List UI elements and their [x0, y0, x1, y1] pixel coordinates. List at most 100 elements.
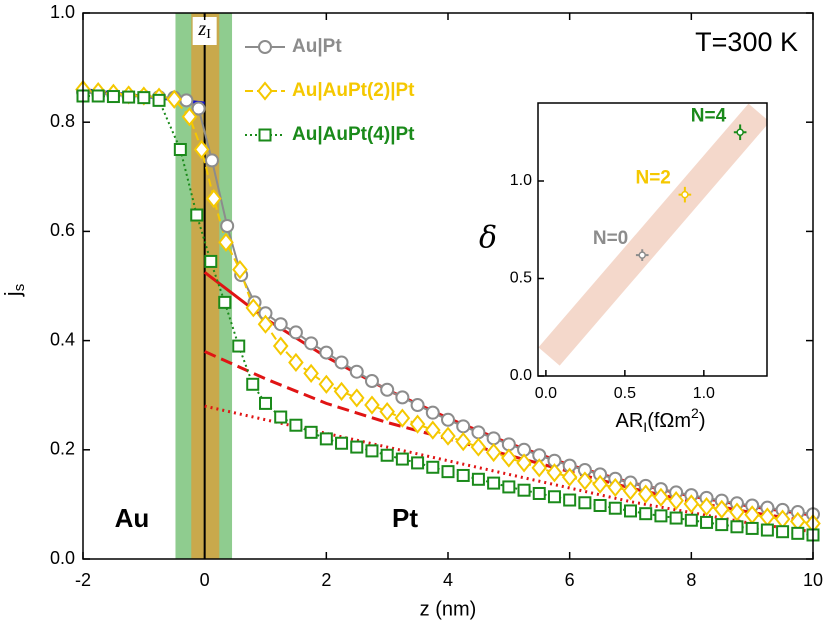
legend-marker	[257, 81, 273, 101]
inset-x-label-sup: 2	[691, 405, 699, 421]
inset-y-tick-label: 1.0	[510, 172, 532, 189]
point-label: N=2	[635, 168, 670, 189]
x-tick-label: 10	[803, 570, 823, 590]
marker	[181, 107, 198, 127]
marker	[232, 260, 248, 280]
marker	[730, 520, 744, 534]
inset-x-label-sub: I	[643, 419, 647, 435]
marker	[592, 474, 608, 494]
marker	[776, 525, 790, 539]
marker	[471, 472, 485, 486]
x-tick-label: 6	[565, 570, 575, 590]
marker	[410, 398, 425, 413]
marker	[232, 339, 246, 353]
y-label-main: j	[0, 291, 25, 297]
inset-plot: 0.0 0.5 1.0 0.0 0.5 1.0 N=0 N=2 N=4 δ ARI(fΩm2)	[479, 102, 768, 435]
marker	[622, 481, 639, 501]
marker	[653, 487, 669, 507]
marker	[426, 460, 440, 474]
marker	[563, 493, 577, 507]
interface-label: zI	[197, 18, 211, 43]
marker	[395, 452, 409, 466]
marker	[654, 509, 668, 523]
marker	[456, 468, 470, 482]
marker	[470, 437, 487, 457]
marker	[303, 363, 319, 383]
marker	[683, 494, 700, 514]
marker	[380, 382, 395, 397]
interface-label-box	[192, 17, 217, 45]
marker	[713, 499, 730, 519]
inset-y-label: δ	[479, 221, 497, 256]
marker	[441, 412, 455, 427]
legend-marker	[258, 40, 272, 54]
marker	[532, 486, 546, 500]
marker	[218, 232, 234, 252]
marker	[288, 325, 303, 340]
marker	[486, 431, 501, 446]
interface-label-sub: I	[206, 27, 211, 42]
marker	[608, 501, 622, 515]
marker	[246, 377, 260, 391]
marker	[380, 448, 394, 462]
guide-band	[538, 103, 767, 366]
x-tick-label: 0	[200, 570, 210, 590]
marker	[546, 463, 563, 483]
marker	[624, 504, 637, 518]
main-plot: zI-2 0 2 4 6 8 100.00.20.40.60.81.0Au|PtAu|AuP…	[50, 2, 823, 590]
marker	[364, 374, 379, 389]
marker	[173, 143, 187, 156]
region-label: Pt	[392, 503, 418, 533]
y-tick-label: 0.6	[50, 220, 75, 240]
marker	[137, 91, 151, 105]
legend-label: Au|AuPt(4)|Pt	[292, 124, 415, 145]
x-axis-label: z (nm)	[420, 598, 477, 620]
y-tick-label: 0.0	[50, 548, 75, 568]
marker	[669, 511, 683, 525]
marker	[517, 483, 531, 497]
marker	[257, 314, 274, 334]
marker	[204, 153, 219, 168]
marker	[577, 471, 593, 491]
marker	[364, 395, 380, 415]
marker	[745, 521, 759, 535]
inset-x-tick-label: 1.0	[693, 385, 715, 402]
marker	[471, 425, 486, 440]
marker	[760, 523, 774, 537]
marker	[191, 101, 206, 116]
marker	[273, 317, 288, 332]
marker	[700, 515, 714, 529]
point	[681, 190, 689, 199]
marker	[106, 90, 120, 104]
marker	[668, 490, 684, 511]
marker	[335, 436, 349, 450]
marker	[319, 345, 334, 360]
marker	[274, 410, 288, 424]
marker	[425, 420, 441, 440]
inset-x-label-main: AR	[616, 410, 644, 432]
inset-x-label-close: )	[699, 410, 706, 432]
marker	[441, 465, 455, 479]
marker	[365, 444, 379, 458]
marker	[411, 456, 425, 470]
legend-label: Au|AuPt(2)|Pt	[292, 80, 415, 101]
point	[736, 128, 744, 136]
marker	[350, 440, 364, 454]
marker	[684, 513, 698, 527]
marker	[304, 425, 318, 439]
marker	[206, 189, 222, 209]
marker	[578, 496, 592, 510]
x-tick-label: -2	[75, 570, 91, 590]
marker	[531, 458, 548, 478]
marker	[791, 526, 805, 540]
inset-x-tick-label: 0.0	[535, 385, 557, 402]
marker	[593, 498, 607, 512]
marker	[152, 93, 166, 107]
marker	[698, 496, 715, 517]
marker	[485, 442, 502, 463]
inset-x-tick-label: 0.5	[614, 385, 636, 402]
y-tick-label: 1.0	[50, 2, 75, 22]
marker	[394, 408, 411, 428]
marker	[218, 295, 232, 309]
